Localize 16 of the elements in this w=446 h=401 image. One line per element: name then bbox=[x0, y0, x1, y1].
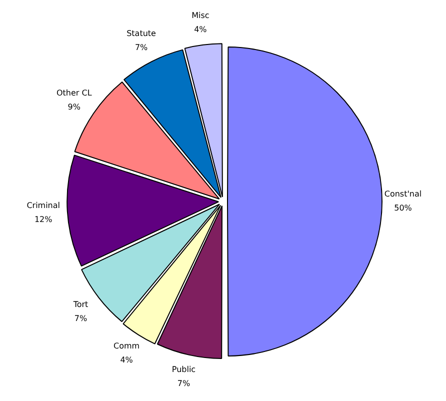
data-label: 7% bbox=[134, 43, 148, 52]
data-label: 12% bbox=[34, 214, 53, 224]
slice-label: Const'nal bbox=[384, 190, 422, 199]
slice-label: Public bbox=[172, 365, 196, 374]
data-label: 7% bbox=[177, 379, 190, 388]
data-label: 4% bbox=[194, 24, 208, 34]
slice-label: Comm bbox=[114, 342, 140, 351]
slice-label: Tort bbox=[72, 300, 88, 309]
slice-label: Other CL bbox=[56, 88, 92, 98]
slice-label: Statute bbox=[126, 29, 156, 38]
data-label: 9% bbox=[68, 102, 81, 112]
data-label: 50% bbox=[394, 204, 412, 213]
slice-label: Misc bbox=[192, 10, 210, 20]
data-label: 7% bbox=[74, 314, 88, 323]
data-label: 4% bbox=[120, 356, 134, 365]
slice-label: Criminal bbox=[26, 200, 60, 210]
